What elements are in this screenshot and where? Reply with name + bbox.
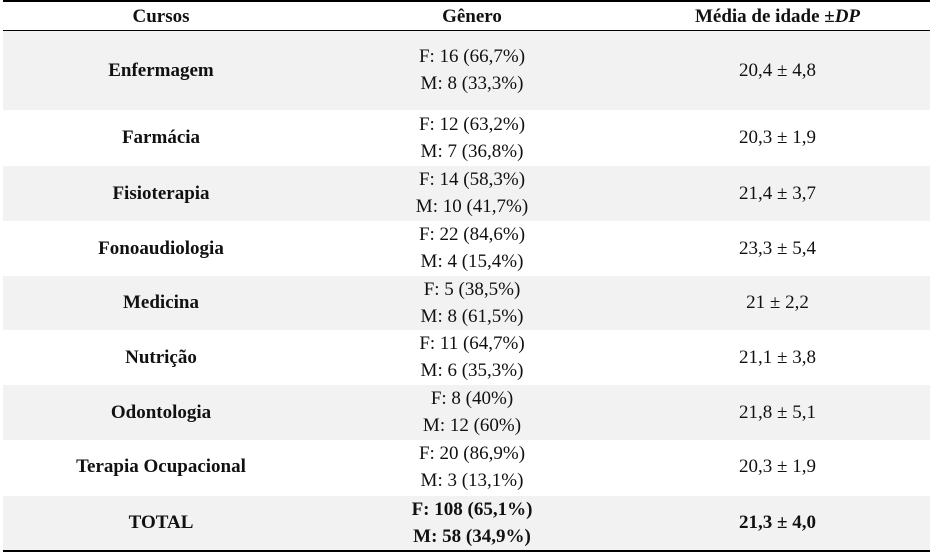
genero-f: F: 108 (65,1%): [411, 498, 533, 520]
table-row: Odontologia F: 8 (40%) M: 12 (60%) 21,8 ±…: [3, 384, 930, 440]
genero-m: M: 8 (33,3%): [420, 73, 524, 95]
media-cell: 21,8 ± 5,1: [739, 401, 816, 423]
curso-cell: Odontologia: [110, 401, 212, 423]
media-cell: 20,3 ± 1,9: [739, 127, 816, 148]
genero-cell: F: 20 (86,9%) M: 3 (13,1%): [319, 440, 625, 495]
media-cell: 21,4 ± 3,7: [739, 182, 816, 204]
genero-f: F: 8 (40%): [430, 388, 514, 409]
genero-m: M: 6 (35,3%): [420, 360, 524, 381]
curso-cell: Medicina: [123, 292, 199, 313]
genero-f: F: 5 (38,5%): [423, 278, 521, 300]
media-cell: 20,3 ± 1,9: [739, 456, 816, 477]
table-row: Farmácia F: 12 (63,2%) M: 7 (36,8%) 20,3 …: [3, 110, 930, 166]
header-media: Média de idade ±DP: [625, 3, 930, 31]
header-genero: Gênero: [442, 5, 502, 27]
curso-cell: Enfermagem: [108, 59, 214, 81]
table-row: Medicina F: 5 (38,5%) M: 8 (61,5%) 21 ± 2…: [3, 275, 930, 330]
header-media-label: Média de idade ±: [694, 5, 835, 27]
table-row: Terapia Ocupacional F: 20 (86,9%) M: 3 (1…: [3, 440, 930, 495]
genero-m: M: 10 (41,7%): [415, 196, 529, 217]
curso-cell: TOTAL: [128, 512, 194, 533]
curso-cell: Farmácia: [121, 127, 201, 148]
genero-m: M: 3 (13,1%): [420, 469, 524, 491]
curso-cell: Terapia Ocupacional: [76, 456, 246, 477]
curso-cell: Nutrição: [125, 346, 197, 368]
genero-cell: F: 108 (65,1%) M: 58 (34,9%): [319, 495, 625, 551]
genero-cell: F: 16 (66,7%) M: 8 (33,3%): [319, 31, 625, 110]
table-header-row: Cursos Gênero Média de idade ±DP: [3, 3, 930, 31]
genero-f: F: 16 (66,7%): [418, 46, 526, 68]
genero-f: F: 22 (84,6%): [418, 224, 526, 245]
media-cell: 23,3 ± 5,4: [739, 237, 816, 259]
header-media-dp: DP: [834, 5, 861, 27]
curso-cell: Fisioterapia: [112, 182, 210, 204]
genero-cell: F: 5 (38,5%) M: 8 (61,5%): [319, 276, 625, 330]
table-row: Nutrição F: 11 (64,7%) M: 6 (35,3%) 21,1 …: [3, 330, 930, 385]
genero-f: F: 20 (86,9%): [418, 442, 526, 464]
genero-cell: F: 14 (58,3%) M: 10 (41,7%): [319, 166, 625, 221]
top-rule: [3, 0, 930, 2]
genero-m: M: 7 (36,8%): [420, 140, 524, 162]
table-row-total: TOTAL F: 108 (65,1%) M: 58 (34,9%) 21,3 ±…: [3, 494, 930, 551]
media-cell: 21,1 ± 3,8: [739, 346, 816, 368]
genero-m: M: 12 (60%): [422, 415, 522, 436]
table-row: Enfermagem F: 16 (66,7%) M: 8 (33,3%) 20,…: [3, 30, 930, 110]
genero-cell: F: 8 (40%) M: 12 (60%): [319, 385, 625, 440]
genero-cell: F: 22 (84,6%) M: 4 (15,4%): [319, 221, 625, 276]
courses-table: Cursos Gênero Média de idade ±DP Enferma…: [3, 3, 930, 552]
genero-f: F: 14 (58,3%): [418, 169, 526, 190]
genero-cell: F: 11 (64,7%) M: 6 (35,3%): [319, 330, 625, 385]
genero-f: F: 12 (63,2%): [418, 113, 526, 135]
media-cell: 20,4 ± 4,8: [739, 59, 816, 81]
header-cursos: Cursos: [132, 5, 190, 27]
genero-f: F: 11 (64,7%): [419, 333, 525, 354]
genero-m: M: 8 (61,5%): [420, 305, 524, 327]
table-row: Fonoaudiologia F: 22 (84,6%) M: 4 (15,4%)…: [3, 221, 930, 276]
curso-cell: Fonoaudiologia: [98, 237, 224, 259]
genero-m: M: 58 (34,9%): [413, 525, 531, 547]
media-cell: 21,3 ± 4,0: [739, 512, 816, 533]
table-row: Fisioterapia F: 14 (58,3%) M: 10 (41,7%) …: [3, 165, 930, 221]
genero-cell: F: 12 (63,2%) M: 7 (36,8%): [319, 110, 625, 166]
media-cell: 21 ± 2,2: [746, 292, 809, 313]
genero-m: M: 4 (15,4%): [420, 251, 524, 272]
